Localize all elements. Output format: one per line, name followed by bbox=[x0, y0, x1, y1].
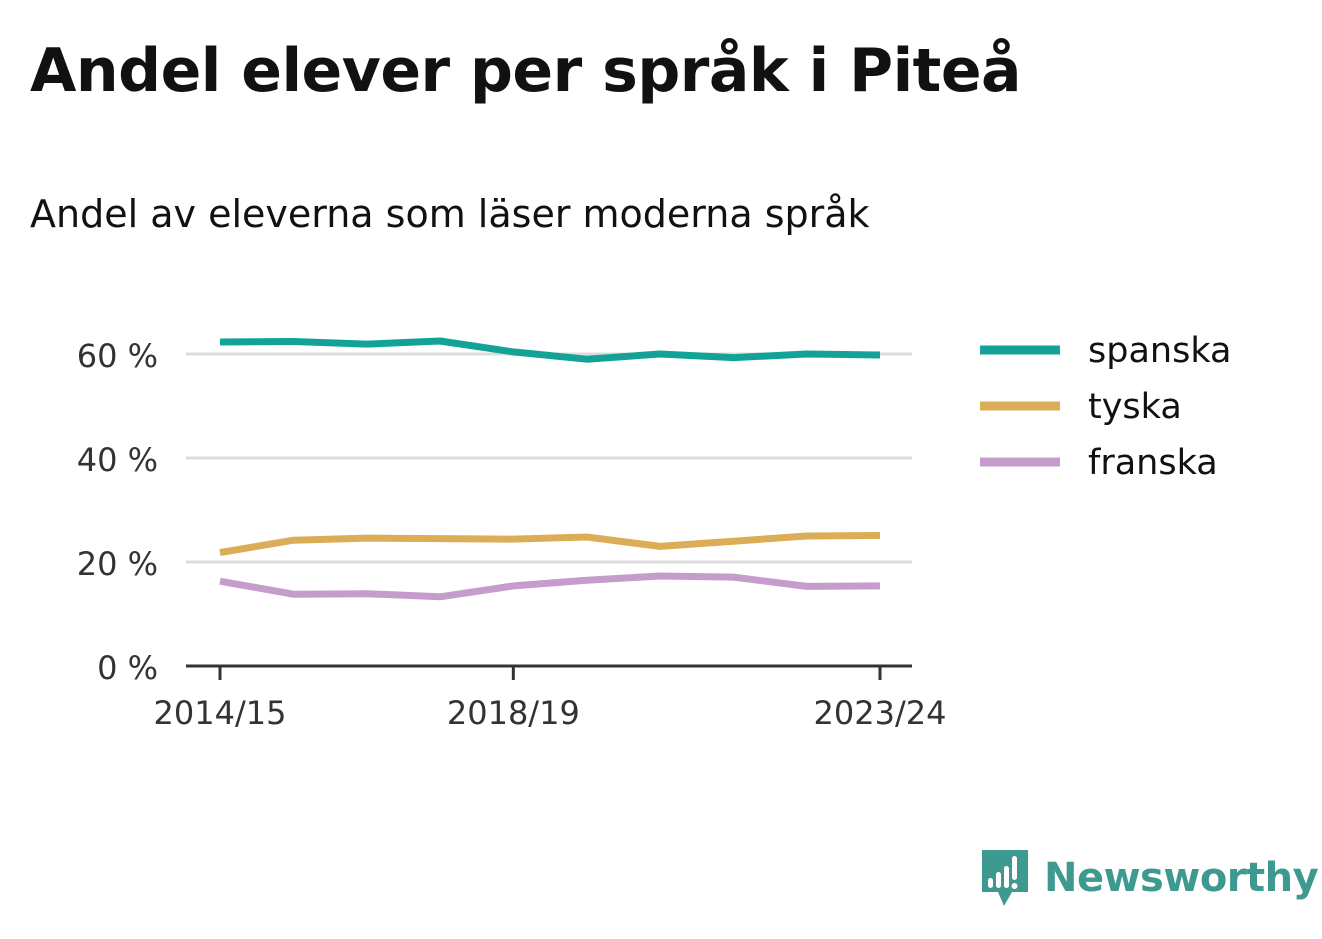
legend: spanska tyska franska bbox=[980, 331, 1231, 483]
brand-logo: Newsworthy bbox=[980, 848, 1319, 908]
x-tick-label: 2014/15 bbox=[154, 694, 287, 732]
chart-subtitle: Andel av eleverna som läser moderna språ… bbox=[30, 192, 870, 236]
brand-name: Newsworthy bbox=[1044, 855, 1319, 901]
series-line-franska bbox=[219, 572, 881, 601]
y-tick-label: 0 % bbox=[97, 649, 158, 687]
y-tick-label: 60 % bbox=[77, 337, 158, 375]
legend-label-spanska: spanska bbox=[1088, 331, 1231, 371]
series-lines bbox=[219, 337, 881, 601]
legend-label-franska: franska bbox=[1088, 443, 1218, 483]
series-line-tyska bbox=[219, 532, 881, 557]
line-chart: 0 % 20 % 40 % 60 % 2014/15 2018/19 2023/24 spa… bbox=[77, 331, 1232, 732]
legend-label-tyska: tyska bbox=[1088, 387, 1182, 427]
newsworthy-logo-icon bbox=[982, 850, 1028, 906]
chart-title: Andel elever per språk i Piteå bbox=[30, 36, 1022, 106]
gridlines bbox=[186, 352, 912, 564]
axes: 0 % 20 % 40 % 60 % 2014/15 2018/19 2023/24 bbox=[77, 337, 947, 732]
y-tick-label: 20 % bbox=[77, 545, 158, 583]
series-line-spanska bbox=[219, 337, 881, 363]
x-tick-label: 2023/24 bbox=[814, 694, 947, 732]
y-tick-label: 40 % bbox=[77, 441, 158, 479]
x-tick-label: 2018/19 bbox=[447, 694, 580, 732]
